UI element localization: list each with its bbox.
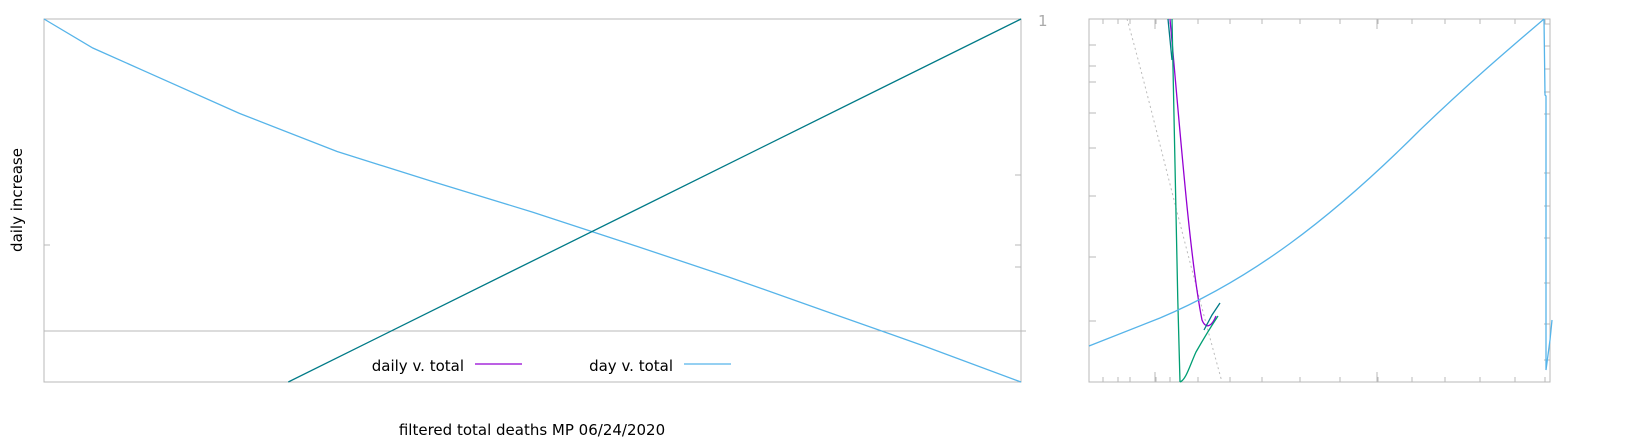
legend: daily v. total day v. total	[372, 357, 731, 375]
right-axis-tick-label: 1	[1038, 12, 1048, 30]
legend-label-day: day v. total	[589, 357, 673, 375]
series-line-0	[43, 18, 1022, 383]
series-day-spike	[1543, 18, 1553, 371]
series-line-1	[288, 18, 1022, 383]
x-axis-label: filtered total deaths MP 06/24/2020	[399, 421, 665, 439]
y-axis-label: daily increase	[8, 148, 26, 252]
series-day-v-total	[1088, 18, 1545, 347]
series-green	[1171, 18, 1219, 383]
left-plot-frame	[43, 18, 1022, 383]
series-fit-segment	[1167, 18, 1173, 61]
series-fit-tail	[1203, 302, 1221, 331]
right-plot-frame	[1088, 18, 1551, 383]
dotted-guide-line	[1126, 18, 1223, 383]
legend-label-daily: daily v. total	[372, 357, 464, 375]
series-daily-v-total	[1169, 18, 1217, 327]
